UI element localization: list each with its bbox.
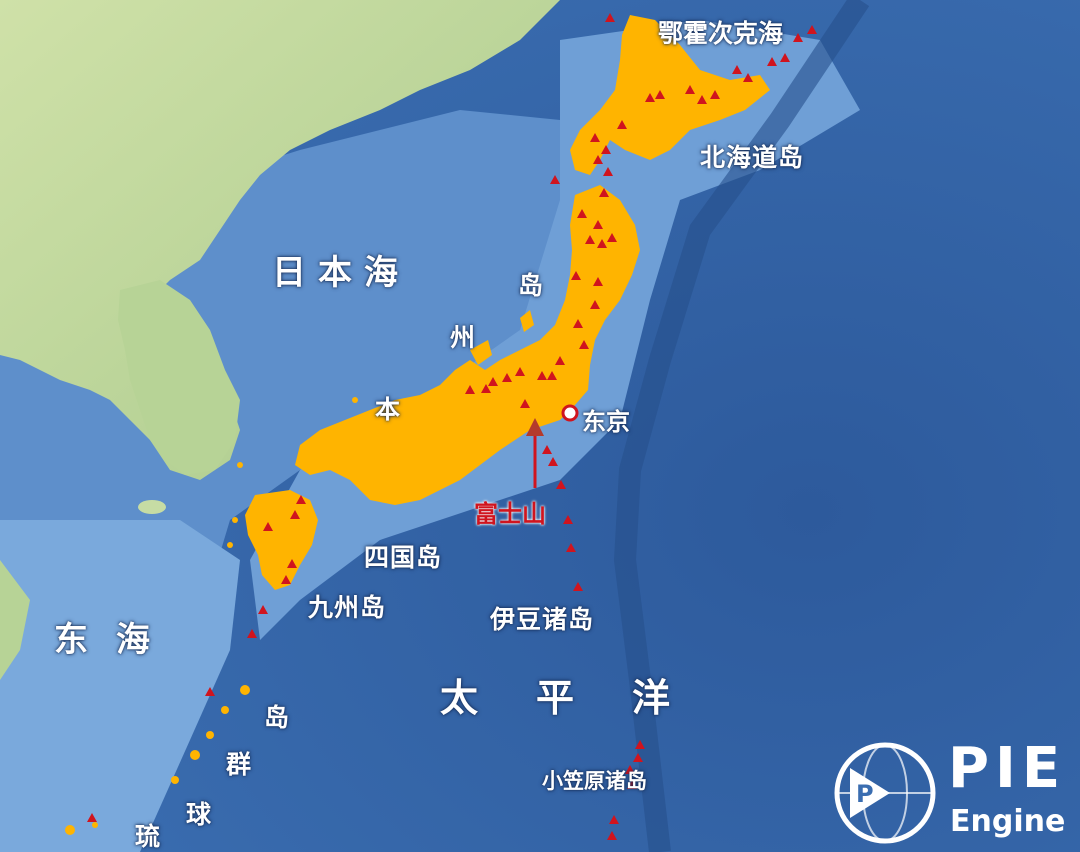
- red-triangle-icon: [599, 188, 609, 197]
- red-triangle-icon: [488, 377, 498, 386]
- globe-logo-icon: P: [834, 742, 936, 844]
- red-triangle-icon: [287, 559, 297, 568]
- red-triangle-icon: [465, 385, 475, 394]
- shikoku-label: 四国岛: [364, 543, 443, 572]
- red-triangle-icon: [573, 319, 583, 328]
- red-triangle-icon: [685, 85, 695, 94]
- east-china-sea-label: 东海: [54, 620, 178, 660]
- ryukyu-char-1: 岛: [264, 703, 290, 732]
- hokkaido-label: 北海道岛: [700, 143, 805, 172]
- tokyo-label: 东京: [582, 408, 630, 436]
- pacific-label: 太平洋: [440, 676, 729, 720]
- red-triangle-icon: [605, 13, 615, 22]
- red-triangle-icon: [296, 495, 306, 504]
- mountain-marker-icon: [526, 418, 544, 436]
- japan: [65, 15, 770, 835]
- red-triangle-icon: [627, 780, 637, 789]
- red-triangle-icon: [573, 582, 583, 591]
- red-triangle-icon: [550, 175, 560, 184]
- red-triangle-icon: [258, 605, 268, 614]
- izu-label: 伊豆诸岛: [490, 605, 595, 634]
- red-triangle-icon: [571, 271, 581, 280]
- red-triangle-icon: [577, 209, 587, 218]
- red-triangle-icon: [520, 399, 530, 408]
- red-triangle-icon: [515, 367, 525, 376]
- red-triangle-icon: [607, 831, 617, 840]
- jeju: [138, 500, 166, 514]
- red-triangle-icon: [542, 445, 552, 454]
- red-triangle-icon: [537, 371, 547, 380]
- red-triangle-icon: [633, 753, 643, 762]
- kyushu-label: 九州岛: [308, 593, 387, 622]
- honshu-char-3: 本: [375, 395, 401, 424]
- red-triangle-icon: [697, 95, 707, 104]
- red-triangle-icon: [247, 629, 257, 638]
- red-triangle-icon: [655, 90, 665, 99]
- red-triangle-icon: [205, 687, 215, 696]
- honshu-char-2: 州: [450, 323, 476, 352]
- red-triangle-icon: [585, 235, 595, 244]
- red-triangle-icon: [607, 233, 617, 242]
- logo-subtext: Engine: [950, 804, 1066, 839]
- red-triangle-icon: [566, 543, 576, 552]
- red-triangle-icon: [593, 220, 603, 229]
- red-triangle-icon: [563, 515, 573, 524]
- red-triangle-icon: [481, 384, 491, 393]
- red-triangle-icon: [87, 813, 97, 822]
- red-triangle-icon: [590, 133, 600, 142]
- red-triangle-icon: [625, 765, 635, 774]
- red-triangle-icon: [609, 815, 619, 824]
- red-triangle-icon: [635, 740, 645, 749]
- korea: [118, 280, 240, 475]
- fuji-label: 富士山: [474, 500, 546, 528]
- red-triangle-icon: [601, 145, 611, 154]
- city-dot-icon: [561, 404, 579, 422]
- red-triangle-icon: [502, 373, 512, 382]
- logo-text: PIE: [948, 736, 1067, 801]
- svg-text:P: P: [856, 780, 874, 808]
- red-triangle-icon: [645, 93, 655, 102]
- china-coast: [0, 560, 30, 680]
- volcano-markers: [87, 13, 817, 840]
- okhotsk-label: 鄂霍次克海: [658, 19, 784, 48]
- red-triangle-icon: [793, 33, 803, 42]
- red-triangle-icon: [547, 371, 557, 380]
- red-triangle-icon: [593, 277, 603, 286]
- red-triangle-icon: [290, 510, 300, 519]
- red-triangle-icon: [780, 53, 790, 62]
- red-triangle-icon: [603, 167, 613, 176]
- red-triangle-icon: [710, 90, 720, 99]
- red-triangle-icon: [767, 57, 777, 66]
- red-triangle-icon: [807, 25, 817, 34]
- red-triangle-icon: [743, 73, 753, 82]
- red-triangle-icon: [617, 120, 627, 129]
- red-triangle-icon: [548, 457, 558, 466]
- ryukyu-char-3: 球: [186, 800, 212, 829]
- ogasawara-label: 小笠原诸岛: [542, 769, 647, 793]
- ryukyu-char-2: 群: [226, 750, 252, 779]
- sea-of-japan-label: 日本海: [272, 253, 410, 293]
- red-triangle-icon: [597, 239, 607, 248]
- red-triangle-icon: [593, 155, 603, 164]
- honshu-char-1: 岛: [518, 271, 544, 300]
- shelf-east-china: [0, 520, 240, 852]
- red-triangle-icon: [263, 522, 273, 531]
- red-triangle-icon: [732, 65, 742, 74]
- red-triangle-icon: [555, 356, 565, 365]
- red-triangle-icon: [579, 340, 589, 349]
- trench: [613, 0, 870, 852]
- red-triangle-icon: [556, 480, 566, 489]
- ryukyu-char-4: 琉: [135, 822, 161, 851]
- red-triangle-icon: [281, 575, 291, 584]
- red-triangle-icon: [590, 300, 600, 309]
- pie-engine-logo: P PIE Engine: [830, 736, 1075, 850]
